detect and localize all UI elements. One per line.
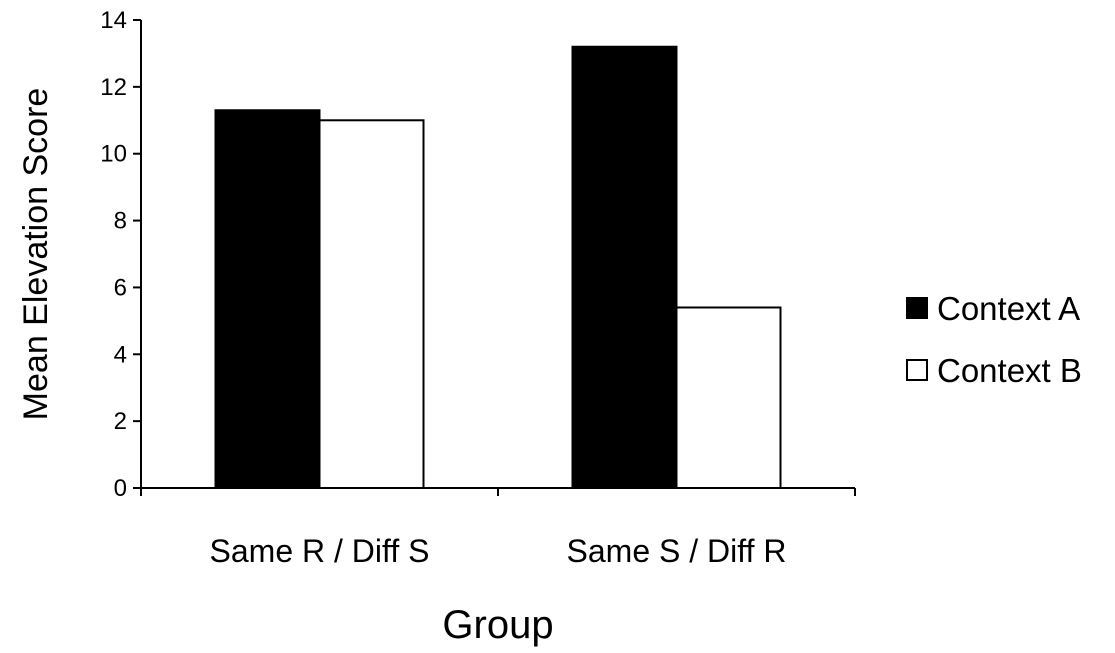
legend-swatch	[906, 297, 928, 319]
y-tick-label: 6	[114, 274, 127, 301]
legend-label: Context A	[937, 290, 1080, 327]
y-tick-label: 4	[114, 341, 127, 368]
y-tick-label: 10	[100, 141, 127, 168]
x-category-label: Same R / Diff S	[210, 533, 430, 569]
bar-context-b	[318, 119, 425, 490]
bars-group	[214, 45, 782, 490]
y-tick-label: 2	[114, 408, 127, 435]
legend: Context A Context B	[906, 290, 1082, 389]
y-tick-label: 12	[100, 74, 127, 101]
bar-context-a	[571, 45, 678, 489]
legend-swatch	[906, 359, 928, 381]
bar-context-b	[675, 306, 782, 489]
x-category-label: Same S / Diff R	[567, 533, 787, 569]
bar-context-a	[214, 109, 321, 489]
x-ticks-group: Same R / Diff S Same S / Diff R	[140, 488, 856, 569]
legend-label: Context B	[937, 352, 1082, 389]
y-tick-label: 0	[114, 475, 127, 502]
y-tick-label: 8	[114, 208, 127, 235]
y-tick-label: 14	[100, 7, 127, 34]
y-axis-title: Mean Elevation Score	[17, 88, 55, 421]
y-ticks-group: 0 2 4 6 8 10 12 14	[100, 7, 141, 502]
x-axis-title: Group	[442, 603, 553, 647]
